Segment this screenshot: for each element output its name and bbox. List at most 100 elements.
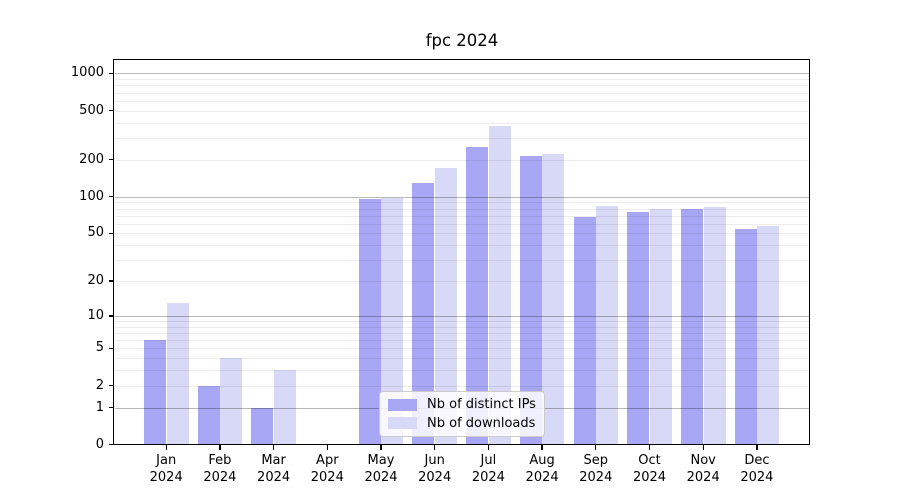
y-axis-tick bbox=[108, 72, 114, 75]
y-axis-tick bbox=[108, 406, 114, 409]
bar-downloads-mar bbox=[273, 370, 296, 444]
legend-item-downloads: Nb of downloads bbox=[388, 416, 536, 431]
gridline-major bbox=[114, 73, 809, 75]
x-axis-tick bbox=[165, 445, 167, 450]
gridline-minor bbox=[114, 332, 809, 334]
gridline-minor bbox=[114, 110, 809, 112]
gridline-minor bbox=[114, 358, 809, 360]
x-axis-tick bbox=[541, 445, 543, 450]
y-axis-tick-label: 50 bbox=[87, 225, 104, 241]
y-axis-tick bbox=[108, 385, 114, 387]
bar-downloads-sep bbox=[596, 205, 619, 444]
gridline-minor bbox=[114, 85, 809, 87]
y-axis-tick bbox=[108, 315, 114, 317]
gridline-minor bbox=[114, 370, 809, 372]
gridline-minor bbox=[114, 92, 809, 94]
y-axis-tick bbox=[108, 232, 114, 235]
y-axis-tick bbox=[108, 347, 114, 350]
bar-distinct-ips-mar bbox=[251, 407, 274, 444]
gridline-minor bbox=[114, 233, 809, 235]
bar-distinct-ips-dec bbox=[734, 229, 757, 444]
gridline-minor bbox=[114, 79, 809, 80]
bar-downloads-aug bbox=[542, 153, 565, 444]
gridline-minor bbox=[114, 385, 809, 387]
gridline-minor bbox=[114, 281, 809, 283]
x-axis-tick-label: Oct 2024 bbox=[632, 453, 667, 485]
x-axis-tick-label: Apr 2024 bbox=[310, 453, 344, 485]
bar-distinct-ips-sep bbox=[573, 217, 596, 444]
x-axis-tick bbox=[380, 445, 382, 450]
gridline-minor bbox=[114, 100, 809, 102]
bar-downloads-feb bbox=[220, 358, 243, 444]
legend-swatch-downloads bbox=[388, 417, 417, 430]
y-axis-tick-label: 10 bbox=[87, 307, 104, 323]
gridline-major bbox=[114, 315, 809, 317]
gridline-minor bbox=[114, 202, 809, 204]
gridline-minor bbox=[114, 137, 809, 139]
bar-downloads-jan bbox=[166, 302, 189, 444]
bar-downloads-nov bbox=[703, 207, 726, 444]
y-axis-tick-label: 1000 bbox=[70, 65, 104, 81]
x-axis-tick bbox=[702, 445, 704, 450]
x-axis-tick bbox=[648, 445, 651, 450]
x-axis-tick-label: Mar 2024 bbox=[257, 453, 291, 485]
gridline-major bbox=[114, 196, 809, 198]
y-axis-tick bbox=[108, 109, 114, 112]
x-axis-tick-label: Dec 2024 bbox=[740, 453, 774, 485]
bar-distinct-ips-jul bbox=[466, 147, 489, 444]
bar-distinct-ips-nov bbox=[680, 209, 703, 444]
chart-title: fpc 2024 bbox=[425, 31, 499, 50]
gridline-minor bbox=[114, 215, 809, 217]
legend: Nb of distinct IPs Nb of downloads bbox=[379, 391, 545, 437]
gridline-minor bbox=[114, 208, 809, 210]
x-axis-tick bbox=[326, 445, 328, 450]
gridline-minor bbox=[114, 159, 809, 161]
x-axis-tick bbox=[756, 445, 758, 450]
legend-swatch-distinct-ips bbox=[388, 398, 417, 411]
y-axis-tick-label: 200 bbox=[79, 151, 104, 167]
y-axis-tick bbox=[108, 443, 114, 446]
legend-label-downloads: Nb of downloads bbox=[427, 415, 536, 431]
y-axis-tick bbox=[108, 195, 114, 198]
y-axis-tick-label: 0 bbox=[95, 436, 104, 452]
bar-downloads-jun bbox=[435, 168, 457, 444]
legend-item-distinct-ips: Nb of distinct IPs bbox=[388, 397, 536, 412]
bar-distinct-ips-jan bbox=[143, 340, 166, 444]
bar-distinct-ips-jun bbox=[412, 182, 435, 444]
y-axis-tick-label: 2 bbox=[95, 377, 104, 393]
bar-downloads-jul bbox=[488, 125, 511, 444]
x-axis-tick bbox=[595, 445, 597, 450]
bar-distinct-ips-feb bbox=[197, 385, 220, 444]
x-axis-tick-label: May 2024 bbox=[364, 453, 398, 485]
bar-downloads-oct bbox=[649, 208, 672, 444]
bar-distinct-ips-aug bbox=[519, 155, 542, 444]
gridline-minor bbox=[114, 245, 809, 247]
x-axis-tick-label: Aug 2024 bbox=[525, 453, 559, 485]
x-axis-tick-label: Nov 2024 bbox=[686, 453, 720, 485]
gridline-minor bbox=[114, 223, 809, 225]
y-axis-tick-label: 1 bbox=[95, 399, 104, 415]
x-axis-tick-label: Jul 2024 bbox=[471, 453, 505, 485]
y-axis-tick-label: 20 bbox=[87, 273, 104, 289]
x-axis-tick bbox=[434, 445, 436, 450]
x-axis-tick-label: Jan 2024 bbox=[149, 453, 183, 485]
legend-label-distinct-ips: Nb of distinct IPs bbox=[427, 397, 536, 413]
y-axis-tick-label: 500 bbox=[79, 102, 104, 118]
y-axis-tick bbox=[108, 280, 114, 282]
x-axis-tick-label: Feb 2024 bbox=[203, 453, 237, 485]
x-axis-tick bbox=[272, 445, 275, 450]
gridline-minor bbox=[114, 122, 809, 124]
x-axis-tick-label: Jun 2024 bbox=[418, 453, 452, 485]
x-axis-tick-label: Sep 2024 bbox=[579, 453, 613, 485]
y-axis-tick-label: 100 bbox=[79, 188, 104, 204]
gridline-minor bbox=[114, 348, 809, 350]
gridline-minor bbox=[114, 326, 809, 328]
x-axis-tick bbox=[487, 445, 490, 450]
y-axis-tick bbox=[108, 158, 114, 161]
gridline-minor bbox=[114, 260, 809, 262]
bar-downloads-dec bbox=[757, 226, 780, 444]
bar-distinct-ips-oct bbox=[627, 211, 650, 444]
bar-downloads-may bbox=[381, 198, 404, 444]
bar-distinct-ips-may bbox=[358, 199, 381, 444]
